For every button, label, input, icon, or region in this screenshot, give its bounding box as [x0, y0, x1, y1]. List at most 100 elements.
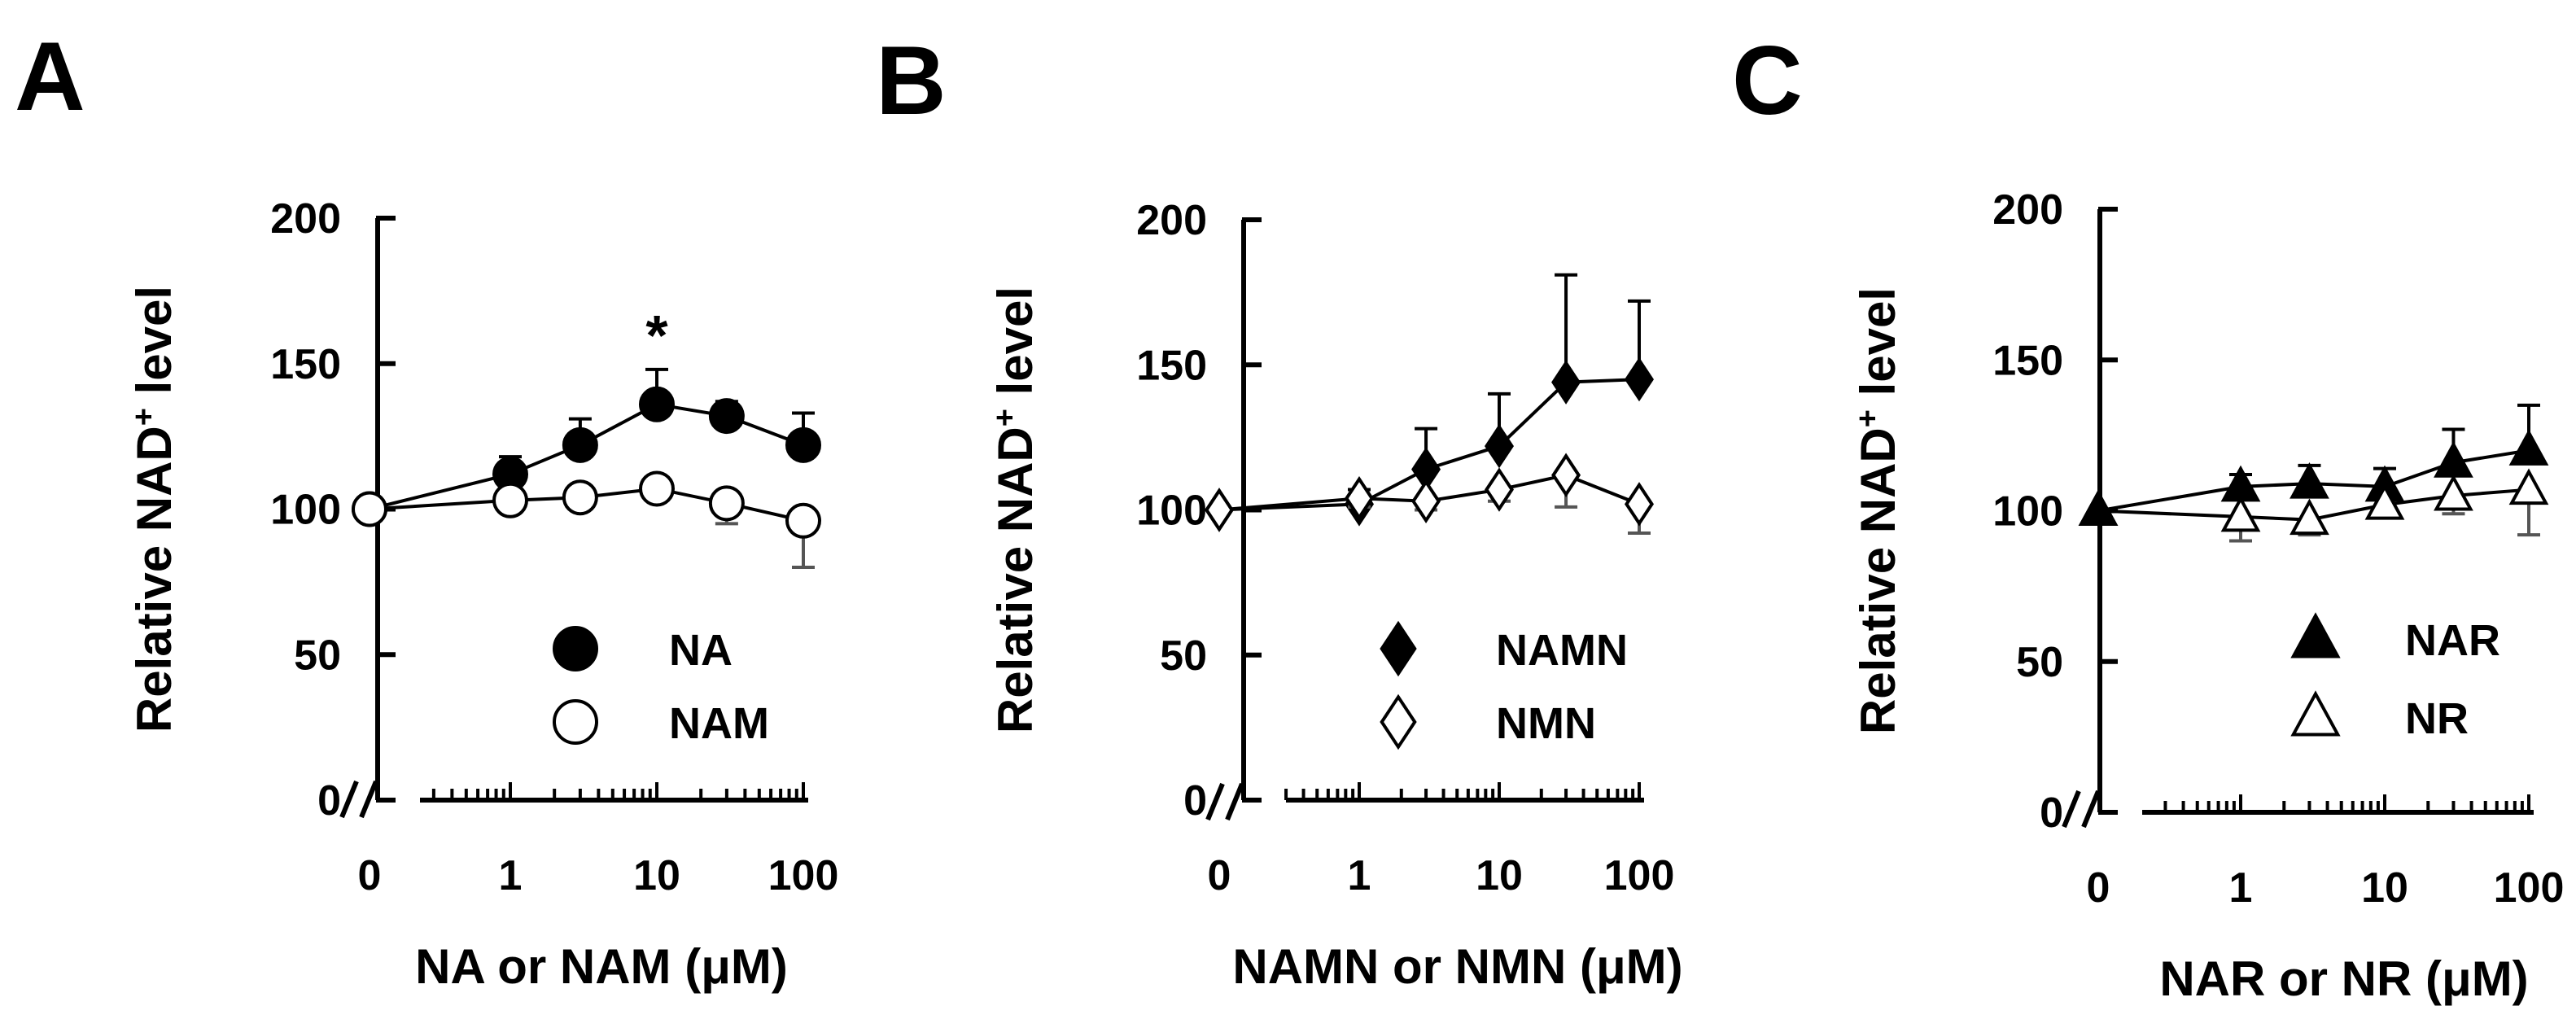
series-nmn	[1205, 453, 1654, 536]
data-point	[562, 479, 598, 516]
axis-break-mark	[1225, 782, 1244, 821]
series-line-segment	[1218, 497, 1360, 512]
data-point	[2220, 465, 2261, 502]
x-axis-label: NAR or NR (μM)	[2159, 951, 2528, 1006]
legend-label-namn: NAMN	[1496, 626, 1628, 675]
data-point	[1551, 360, 1581, 405]
legend-label-nar: NAR	[2405, 616, 2500, 665]
y-axis-label-main: Relative NAD	[1851, 427, 1905, 734]
legend-label-nr: NR	[2405, 694, 2469, 743]
data-point	[2364, 483, 2405, 520]
y-axis-label: Relative NAD+ level	[1851, 287, 1905, 734]
y-axis-label-suffix: level	[127, 286, 182, 408]
data-point	[785, 427, 821, 463]
y-tick-label: 0	[317, 777, 341, 825]
data-point	[492, 482, 528, 518]
axis-break-mark	[1205, 782, 1225, 821]
y-axis-label-superscript: +	[1851, 409, 1885, 427]
data-point	[1625, 357, 1654, 402]
legend-label-nmn: NMN	[1496, 699, 1596, 748]
y-axis-label-main: Relative NAD	[127, 426, 182, 733]
data-point	[639, 470, 675, 507]
data-point	[1345, 476, 1374, 521]
data-point	[1485, 423, 1514, 469]
x-tick-label: 0	[358, 852, 382, 899]
x-tick-label: 100	[768, 852, 839, 899]
series-line-segment	[2097, 509, 2241, 518]
data-point	[708, 398, 745, 435]
y-tick-label: 50	[2016, 639, 2063, 686]
legend-marker-nmn	[1380, 693, 1417, 750]
y-tick-label: 150	[270, 341, 341, 388]
data-point	[639, 386, 675, 422]
legend-label-nam: NAM	[669, 699, 769, 748]
y-tick-label: 200	[1992, 186, 2063, 234]
data-point	[708, 485, 745, 522]
x-tick-label: 100	[2494, 864, 2565, 912]
legend-marker-nar	[2290, 612, 2341, 658]
axis-break-mark	[2081, 790, 2101, 829]
data-point	[2078, 489, 2119, 526]
data-point	[352, 491, 387, 527]
series-nam	[352, 470, 821, 569]
series-line-segment	[2097, 484, 2241, 513]
x-axis-label: NA or NAM (μM)	[415, 939, 788, 994]
axis-break-mark	[359, 780, 378, 819]
legend-marker-nam	[553, 699, 598, 745]
panel-label: C	[1732, 26, 1803, 135]
y-axis-label: Relative NAD+ level	[127, 286, 182, 733]
y-axis-label-suffix: level	[988, 287, 1043, 409]
data-point	[2434, 474, 2473, 511]
series-line-segment	[369, 472, 511, 511]
data-point	[785, 502, 821, 539]
y-tick-label: 150	[1136, 342, 1207, 389]
data-point	[2508, 468, 2549, 505]
data-point	[1625, 482, 1654, 527]
x-tick-label: 10	[633, 852, 680, 899]
x-tick-label: 100	[1604, 852, 1675, 899]
y-tick-label: 50	[294, 632, 341, 679]
y-axis-label-superscript: +	[127, 408, 161, 426]
data-point	[1411, 479, 1441, 524]
x-axis-label: NAMN or NMN (μM)	[1232, 939, 1682, 994]
panel-b: B 0 50 100 150 200 Relative NAD+ level 0 1 10 100 N…	[876, 26, 1683, 994]
x-tick-label: 10	[1476, 852, 1523, 899]
x-tick-label: 1	[1348, 852, 1371, 899]
data-point	[2220, 495, 2261, 532]
axis-break-mark	[2062, 790, 2081, 829]
y-tick-label: 150	[1992, 337, 2063, 384]
y-tick-label: 200	[1136, 197, 1207, 244]
data-point	[1485, 467, 1514, 512]
data-point	[2508, 429, 2549, 466]
legend-label-na: NA	[669, 626, 733, 675]
legend-marker-nr	[2290, 690, 2341, 737]
panel-c: C 0 50 100 150 200 Relative NAD+ level 0 1 10 100 N…	[1732, 26, 2564, 1006]
panel-a: A 0 50 100 150 200 Relative NAD+ level 0 1 10 100 N…	[15, 22, 838, 994]
x-tick-label: 10	[2361, 864, 2408, 912]
panel-label: B	[876, 26, 947, 135]
y-tick-label: 100	[270, 487, 341, 534]
data-point	[1205, 488, 1234, 532]
legend-marker-na	[553, 626, 598, 671]
y-tick-label: 200	[270, 195, 341, 243]
data-point	[2290, 498, 2329, 536]
y-tick-label: 0	[1183, 777, 1207, 825]
y-axis-label-main: Relative NAD	[988, 427, 1043, 733]
x-tick-label: 0	[2087, 864, 2110, 912]
x-tick-label: 1	[2229, 864, 2253, 912]
panel-label: A	[15, 22, 85, 131]
data-point	[562, 427, 598, 463]
y-tick-label: 100	[1992, 488, 2063, 536]
y-axis-label-superscript: +	[988, 409, 1022, 427]
x-tick-label: 1	[499, 852, 523, 899]
data-point	[2290, 462, 2329, 499]
x-tick-label: 0	[1208, 852, 1231, 899]
y-axis-label: Relative NAD+ level	[988, 287, 1043, 733]
series-line-segment	[369, 498, 511, 511]
y-axis-label-suffix: level	[1851, 287, 1905, 409]
y-tick-label: 50	[1160, 632, 1207, 680]
series-nr	[2078, 468, 2549, 543]
y-tick-label: 100	[1136, 488, 1207, 535]
axis-break-mark	[339, 780, 359, 819]
